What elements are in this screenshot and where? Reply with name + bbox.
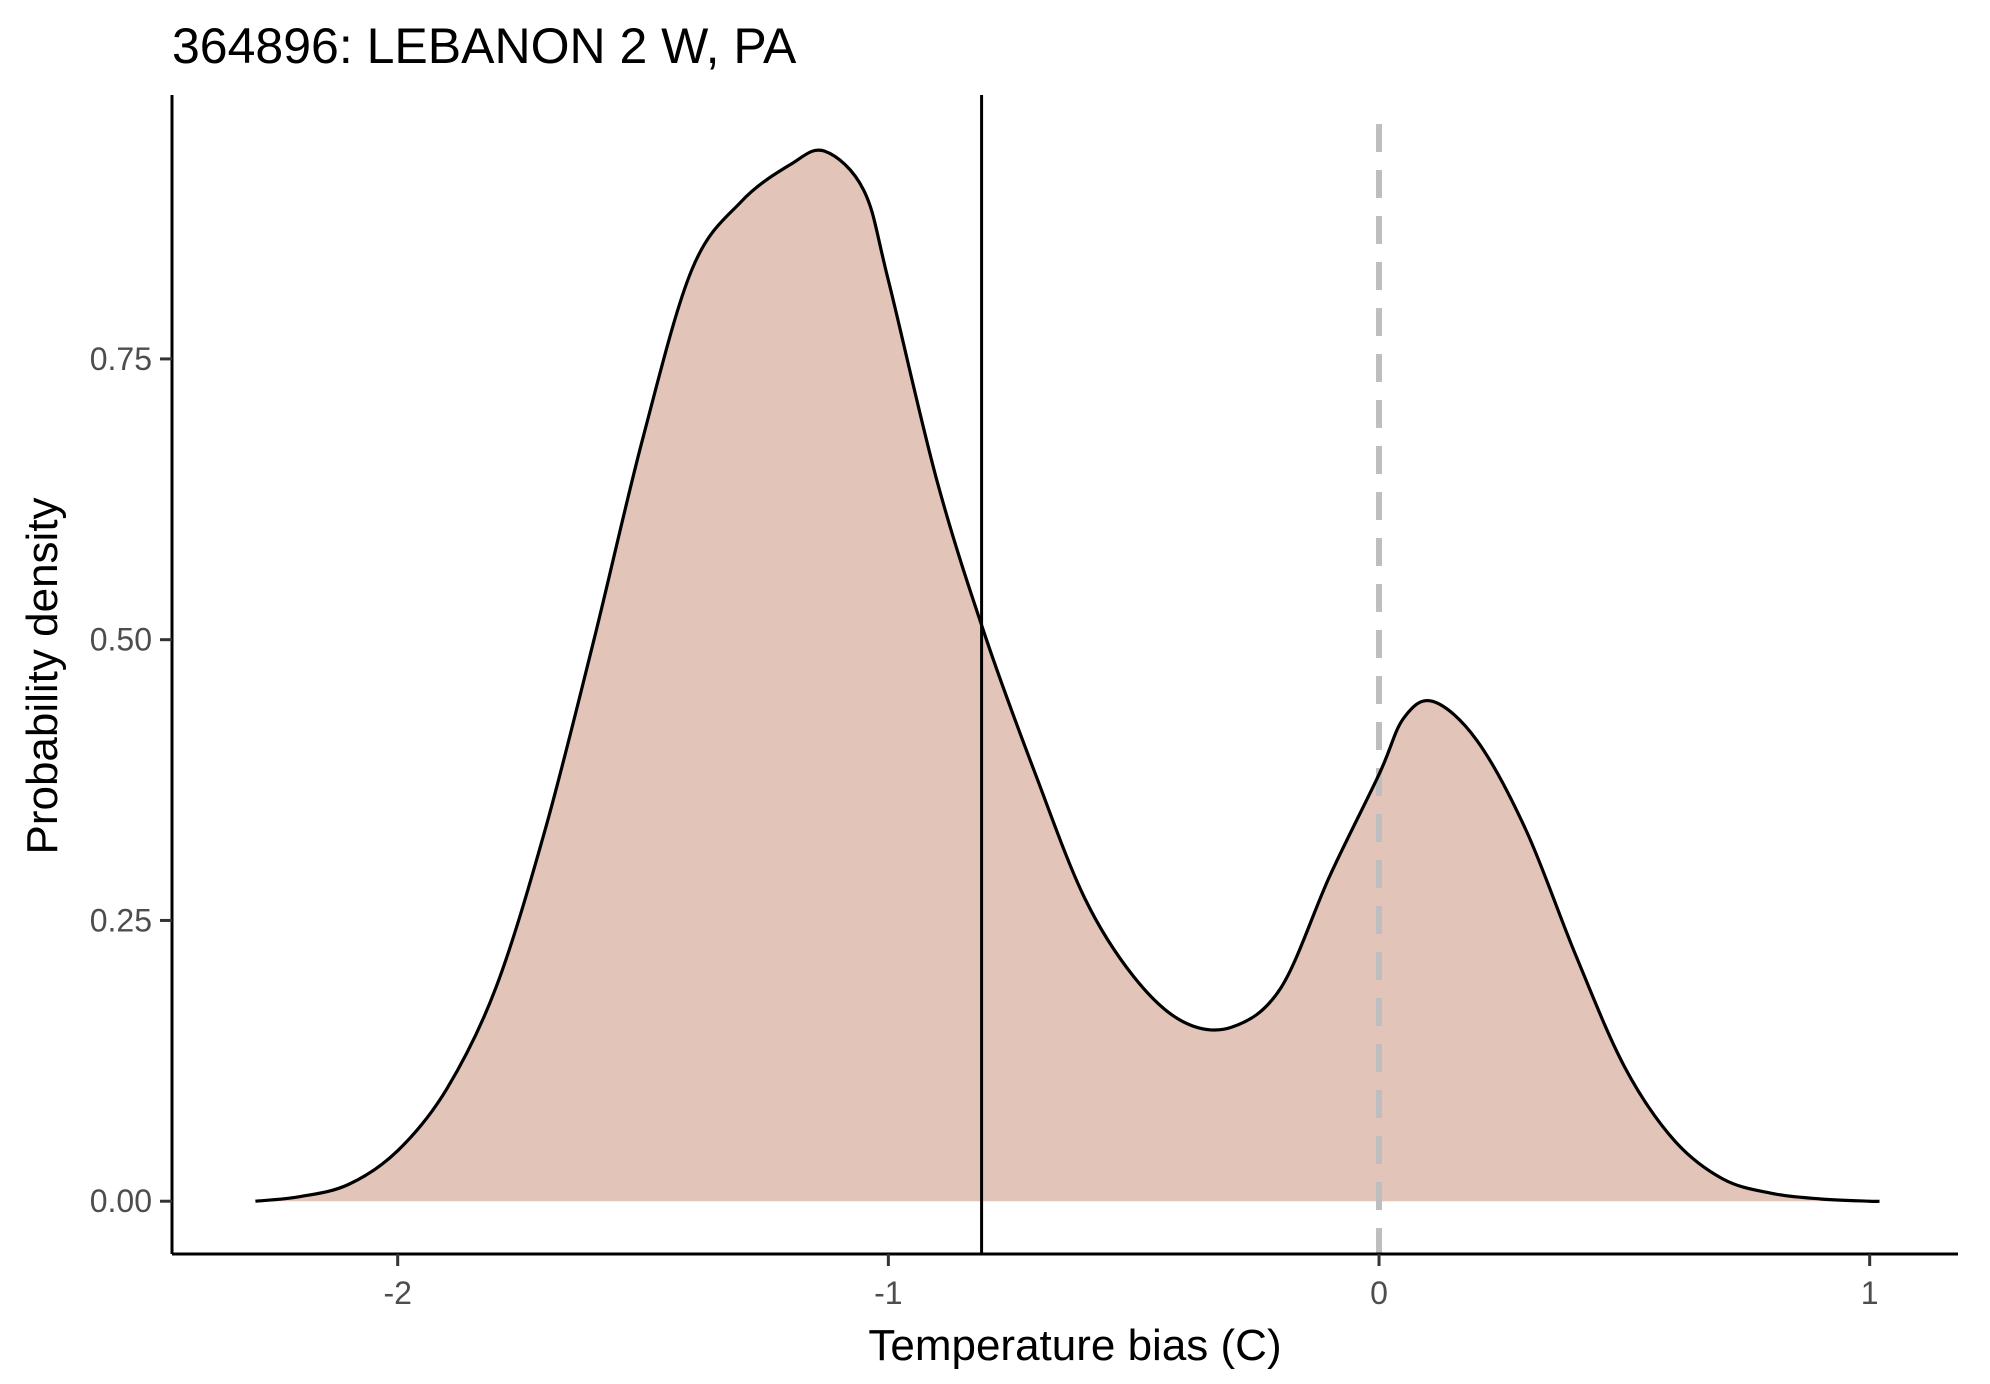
x-tick-label: -1 xyxy=(874,1275,902,1311)
x-tick-label: 1 xyxy=(1861,1275,1879,1311)
plot-area xyxy=(255,95,1880,1254)
x-axis-title: Temperature bias (C) xyxy=(868,1321,1281,1370)
y-tick-label: 0.00 xyxy=(90,1183,152,1219)
y-axis-title: Probability density xyxy=(18,497,67,854)
y-tick-label: 0.50 xyxy=(90,622,152,658)
y-tick-label: 0.75 xyxy=(90,341,152,377)
density-curve xyxy=(255,148,1880,1203)
x-tick-label: -2 xyxy=(383,1275,411,1311)
y-tick-label: 0.25 xyxy=(90,902,152,938)
chart-title: 364896: LEBANON 2 W, PA xyxy=(172,18,797,74)
x-tick-label: 0 xyxy=(1370,1275,1388,1311)
axes: -2 -1 0 1 0.00 0.25 0.50 0.75 xyxy=(90,95,1958,1311)
density-fill xyxy=(255,150,1880,1202)
